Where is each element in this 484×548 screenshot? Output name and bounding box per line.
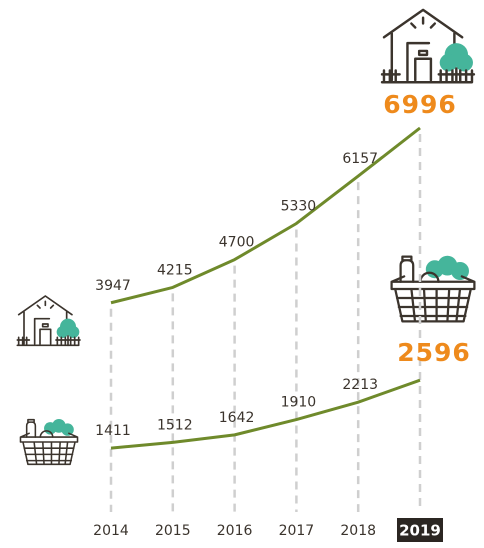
highlight-box: [397, 518, 443, 542]
value-label: 1642: [219, 410, 255, 426]
plot-area: 3947 4215 4700 5330 6157 6996 1411 1512 1642 1910…: [93, 90, 471, 542]
value-label: 2596: [397, 338, 471, 367]
x-tick-label: 2015: [155, 523, 191, 539]
x-tick-label: 2017: [279, 523, 315, 539]
value-label: 1910: [281, 395, 317, 411]
value-label: 1512: [157, 417, 193, 433]
basket-icon: [19, 418, 79, 466]
x-tick-label: 2019: [399, 522, 441, 540]
value-label: 4215: [157, 262, 193, 278]
house-icon: [16, 295, 81, 347]
line: [110, 126, 421, 305]
value-label: 5330: [281, 198, 317, 214]
value-label: 6157: [342, 151, 378, 167]
x-tick-label: 2018: [340, 523, 376, 539]
value-label: 2213: [342, 377, 378, 393]
basket-icon: [390, 254, 476, 323]
value-label: 3947: [95, 278, 131, 294]
value-label: 4700: [219, 235, 255, 251]
house-icon: [380, 8, 476, 84]
line: [110, 378, 421, 450]
x-tick-label: 2014: [93, 523, 129, 539]
value-label: 6996: [383, 90, 457, 119]
value-label: 1411: [95, 423, 131, 439]
x-tick-label: 2016: [217, 523, 253, 539]
